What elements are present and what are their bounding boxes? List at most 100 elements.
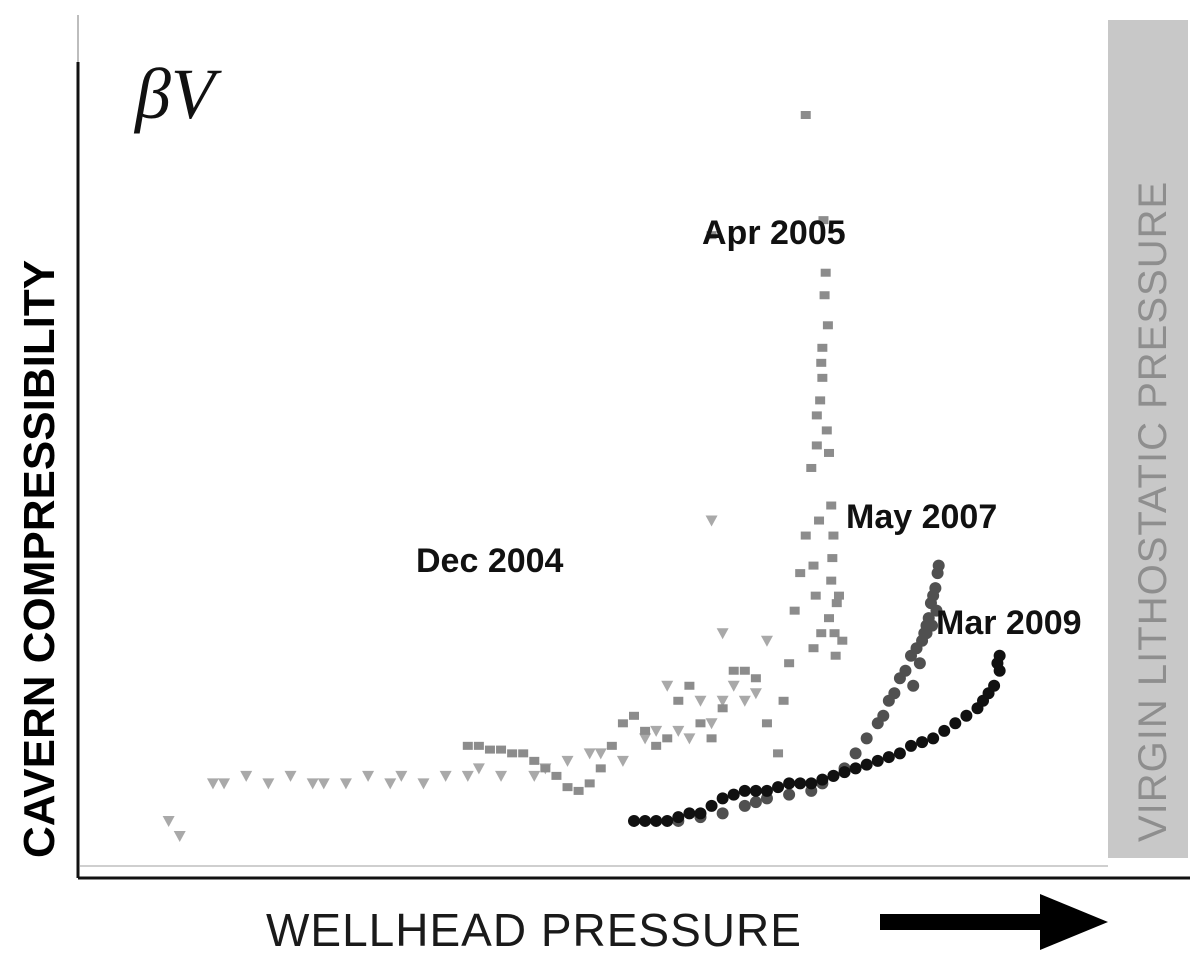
point-mar-2009: [816, 773, 829, 786]
point-dec-2004: [472, 763, 485, 775]
point-mar-2009: [628, 814, 640, 827]
point-dec-2004: [694, 695, 707, 707]
point-mar-2009: [694, 807, 707, 820]
point-dec-2004: [339, 778, 352, 790]
point-apr-2005: [806, 463, 817, 472]
point-mar-2009: [760, 784, 773, 797]
point-mar-2009: [738, 784, 751, 797]
point-dec-2004: [727, 680, 740, 692]
point-apr-2005: [662, 734, 673, 743]
point-mar-2009: [860, 758, 873, 771]
virgin-lithostatic-band: [1108, 20, 1188, 858]
point-apr-2005: [800, 531, 811, 540]
point-apr-2005: [573, 786, 584, 795]
point-mar-2009: [838, 766, 851, 779]
point-dec-2004: [240, 770, 253, 782]
point-apr-2005: [808, 561, 819, 570]
point-may-2007: [930, 604, 943, 617]
point-may-2007: [888, 687, 901, 700]
point-apr-2005: [717, 704, 728, 713]
point-dec-2004: [749, 688, 762, 700]
point-mar-2009: [871, 754, 884, 767]
point-mar-2009: [916, 736, 929, 749]
point-mar-2009: [749, 784, 762, 797]
point-dec-2004: [284, 770, 297, 782]
point-may-2007: [716, 807, 729, 820]
point-apr-2005: [778, 696, 789, 705]
point-dec-2004: [395, 770, 408, 782]
point-apr-2005: [617, 719, 628, 728]
point-apr-2005: [739, 666, 750, 675]
point-dec-2004: [384, 778, 397, 790]
point-apr-2005: [829, 629, 840, 638]
point-mar-2009: [960, 709, 973, 722]
point-apr-2005: [773, 749, 784, 758]
point-dec-2004: [639, 733, 652, 745]
point-apr-2005: [684, 681, 695, 690]
point-dec-2004: [583, 748, 596, 760]
point-mar-2009: [705, 799, 718, 812]
point-mar-2009: [882, 751, 895, 764]
y-axis-label: CAVERN COMPRESSIBILITY: [15, 260, 64, 858]
point-apr-2005: [551, 771, 562, 780]
annotation-dec-2004: Dec 2004: [416, 542, 564, 580]
point-mar-2009: [849, 762, 862, 775]
point-dec-2004: [705, 515, 718, 527]
point-apr-2005: [706, 734, 717, 743]
point-dec-2004: [173, 830, 186, 842]
x-axis-label: WELLHEAD PRESSURE: [266, 904, 802, 956]
point-dec-2004: [716, 695, 729, 707]
point-apr-2005: [818, 216, 829, 225]
point-mar-2009: [805, 777, 818, 790]
point-may-2007: [920, 627, 933, 640]
point-apr-2005: [629, 711, 639, 720]
point-mar-2009: [927, 732, 940, 745]
point-dec-2004: [705, 718, 718, 730]
annotation-apr-2005: Apr 2005: [702, 214, 846, 252]
point-dec-2004: [616, 755, 629, 767]
point-mar-2009: [650, 814, 663, 827]
point-apr-2005: [795, 569, 806, 578]
annotation-mar-2009: Mar 2009: [936, 604, 1082, 642]
point-dec-2004: [417, 778, 430, 790]
point-dec-2004: [716, 628, 729, 640]
point-dec-2004: [650, 725, 663, 737]
point-apr-2005: [706, 231, 717, 240]
point-apr-2005: [808, 644, 819, 653]
point-apr-2005: [529, 756, 540, 765]
point-dec-2004: [218, 778, 231, 790]
point-apr-2005: [761, 719, 772, 728]
point-apr-2005: [540, 764, 551, 773]
point-apr-2005: [824, 448, 835, 457]
point-apr-2005: [784, 659, 795, 668]
point-may-2007: [860, 732, 873, 745]
point-apr-2005: [830, 651, 841, 660]
point-apr-2005: [816, 358, 827, 367]
point-apr-2005: [484, 745, 495, 754]
point-apr-2005: [831, 599, 842, 608]
point-dec-2004: [262, 778, 275, 790]
point-mar-2009: [893, 747, 906, 760]
point-apr-2005: [816, 629, 827, 638]
point-apr-2005: [584, 779, 595, 788]
point-dec-2004: [439, 770, 452, 782]
point-apr-2005: [814, 516, 825, 525]
point-dec-2004: [661, 680, 674, 692]
point-mar-2009: [794, 777, 807, 790]
point-dec-2004: [683, 733, 696, 745]
point-mar-2009: [949, 717, 962, 730]
point-apr-2005: [651, 741, 662, 750]
point-apr-2005: [473, 741, 484, 750]
point-apr-2005: [811, 441, 822, 450]
point-apr-2005: [822, 321, 833, 330]
annotation-may-2007: May 2007: [846, 498, 997, 536]
point-mar-2009: [772, 781, 785, 794]
point-mar-2009: [905, 739, 917, 752]
point-apr-2005: [695, 719, 706, 728]
point-dec-2004: [461, 770, 474, 782]
point-dec-2004: [206, 778, 219, 790]
point-mar-2009: [716, 792, 729, 805]
point-dec-2004: [362, 770, 375, 782]
point-dec-2004: [760, 635, 773, 647]
